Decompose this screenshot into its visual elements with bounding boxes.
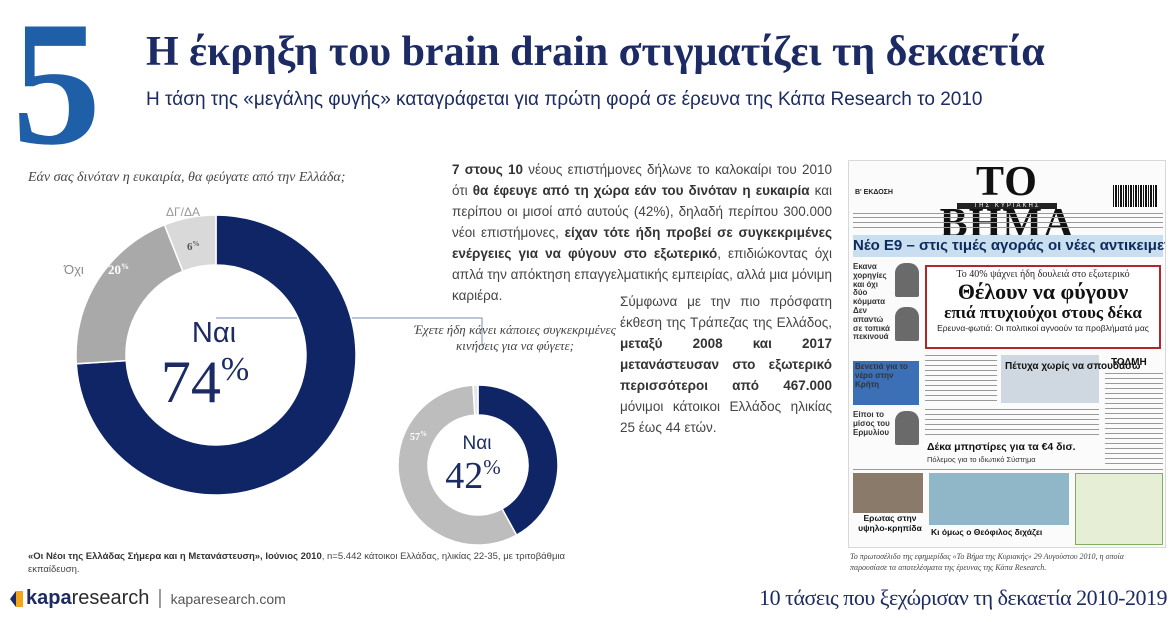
paragraph-1: 7 στους 10 νέους επιστήμονες δήλωνε το κ… <box>452 160 832 306</box>
newspaper-info-strip <box>853 217 1163 231</box>
donut1-slice-δγ-δα <box>163 214 217 273</box>
newspaper-side-story-2: Δεν απαντώ σε τοπικά πεκινουά <box>853 306 919 342</box>
donut2-slice-other-1 <box>397 384 518 546</box>
newspaper-mid-headline-2: Δέκα μπηστίρες για τα €4 δισ. <box>927 441 1076 453</box>
lead-deck: Ερευνα-φωτιά: Οι πολιτικοί αγνοούν τα πρ… <box>937 323 1149 334</box>
p1-run-0: 7 στους 10 <box>452 162 524 177</box>
p2-run-1: μεταξύ 2008 και 2017 μετανάστευσαν στο ε… <box>620 335 832 393</box>
source-title: «Οι Νέοι της Ελλάδας Σήμερα και η Μετανά… <box>28 551 322 562</box>
newspaper-banner: Νέο Ε9 – στις τιμές αγοράς οι νέες αντικ… <box>853 235 1165 257</box>
kapa-logo: kapa research | kaparesearch.com <box>10 587 286 610</box>
page-title: Η έκρηξη του brain drain στιγματίζει τη … <box>146 29 1045 75</box>
newspaper-bottom-headline-1: Ερωτας στην υψηλο-κρηπίδα <box>858 513 922 533</box>
series-footer-title: 10 τάσεις που ξεχώρισαν τη δεκαετία 2010… <box>759 585 1167 610</box>
chart2-center-label: Ναι <box>463 433 492 454</box>
donut2-slice-ναι <box>477 384 559 537</box>
chart2-center-value: 42% <box>445 455 501 497</box>
newspaper-rule <box>853 213 1163 214</box>
newspaper-bottom-ad <box>1075 473 1163 545</box>
chart1-dk-label: ΔΓ/ΔΑ <box>166 205 200 219</box>
newspaper-side-story-3: Βενετιά για το νέρο στην Κρήτη <box>853 361 919 405</box>
p1-run-4: είχαν τότε ήδη προβεί σε συγκεκριμένες ε… <box>452 224 833 261</box>
logo-kapa-text: kapa <box>26 587 72 609</box>
paragraph-2: Σύμφωνα με την πιο πρόσφατη έκθεση της Τ… <box>620 292 832 438</box>
source-sample: , n=5.442 κάτοικοι Ελλάδας, ηλικίας 22-3… <box>28 551 566 576</box>
p1-run-3: και περίπου οι μισοί από αυτούς (42%), δ… <box>452 182 833 240</box>
newspaper-edition: Β' ΕΚΔΟΣΗ <box>855 189 893 196</box>
newspaper-side-story-4: Είποι το μίσος του Ερμυλίου <box>853 410 919 445</box>
p2-run-0: Σύμφωνα με την πιο πρόσφατη έκθεση της Τ… <box>620 294 832 330</box>
logo-separator: | <box>157 587 163 609</box>
newspaper-caption: Το πρωτοσέλιδο της εφημερίδας «Το Βήμα τ… <box>850 552 1124 572</box>
section-number: 5 <box>12 0 101 182</box>
kapa-logo-mark-icon <box>10 589 23 609</box>
lead-kicker: Το 40% ψάχνει ήδη δουλειά στο εξωτερικό <box>956 269 1130 280</box>
lead-headline-1: Θέλουν να φύγουν <box>957 279 1129 304</box>
newspaper-bottom-photo-1 <box>853 473 923 513</box>
newspaper-photo <box>1001 355 1099 403</box>
p1-run-2: θα έφευγε από τη χώρα εάν του δινόταν η … <box>472 182 810 198</box>
chart2-question: Έχετε ήδη κάνει κάποιες συγκεκριμένες κι… <box>414 322 616 353</box>
page-subtitle: Η τάση της «μεγάλης φυγής» καταγράφεται … <box>146 89 983 110</box>
newspaper-column-text-2 <box>925 409 1099 437</box>
chart1-question: Εάν σας δινόταν η ευκαιρία, θα φεύγατε α… <box>28 170 346 185</box>
barcode-icon <box>1113 185 1157 207</box>
p1-run-5: , επιδιώκοντας όχι απλά την απόκτηση επα… <box>452 245 832 303</box>
donut1-slice--χι <box>75 223 184 365</box>
newspaper-front-page-image: Β' ΕΚΔΟΣΗ ΤΟ ΒΗΜΑ ΤΗΣ ΚΥΡΙΑΚΗΣ Νέο Ε9 – … <box>848 160 1166 548</box>
chart2-other-value: 57% <box>410 430 427 443</box>
newspaper-subtitle: ΤΗΣ ΚΥΡΙΑΚΗΣ <box>957 203 1057 209</box>
newspaper-rule-2 <box>853 469 1163 470</box>
p2-run-2: μόνιμοι κάτοικοι Ελλάδος ηλικίας 25 έως … <box>620 398 832 435</box>
donut-chart-1 <box>75 214 357 496</box>
chart1-no-value: 20% <box>108 262 129 277</box>
newspaper-bottom-headline-2: Κι όμως ο Θεόφιλος διχάζει <box>931 527 1043 537</box>
donut-chart-2 <box>397 384 559 546</box>
source-note: «Οι Νέοι της Ελλάδας Σήμερα και η Μετανά… <box>28 550 618 577</box>
newspaper-side-story-1: Εκανα χορηγίες και όχι δύο κόμματα <box>853 262 919 307</box>
lead-headline-2: επιά πτυχιούχοι στους δέκα <box>944 303 1142 323</box>
newspaper-masthead: Β' ΕΚΔΟΣΗ ΤΟ ΒΗΜΑ ΤΗΣ ΚΥΡΙΑΚΗΣ <box>849 161 1165 245</box>
logo-research-text: research <box>71 587 150 609</box>
chart1-center-label: Ναι <box>192 317 236 349</box>
chart1-dk-value: 6% <box>187 240 200 253</box>
newspaper-right-title: ΤΟΛΜΗ <box>1111 357 1147 368</box>
chart1-center-value: 74% <box>161 349 249 415</box>
newspaper-lead-story: Το 40% ψάχνει ήδη δουλειά στο εξωτερικό … <box>925 265 1161 349</box>
chart1-no-label: Όχι <box>63 262 84 277</box>
donut1-slice-ναι <box>75 214 357 496</box>
newspaper-right-column <box>1105 373 1163 467</box>
p1-run-1: νέους επιστήμονες δήλωνε το καλοκαίρι το… <box>452 162 832 198</box>
newspaper-mid-headline-1: Πέτυχα χωρίς να σπουδάσω <box>1005 361 1141 372</box>
website-url[interactable]: kaparesearch.com <box>170 590 286 607</box>
newspaper-column-text <box>925 355 997 405</box>
donut2-slice-other-2 <box>472 384 479 416</box>
newspaper-bottom-photo-2 <box>929 473 1069 525</box>
newspaper-mid-deck: Πόλεμος για το ιδιωτικό Σύστημα <box>927 455 1036 464</box>
